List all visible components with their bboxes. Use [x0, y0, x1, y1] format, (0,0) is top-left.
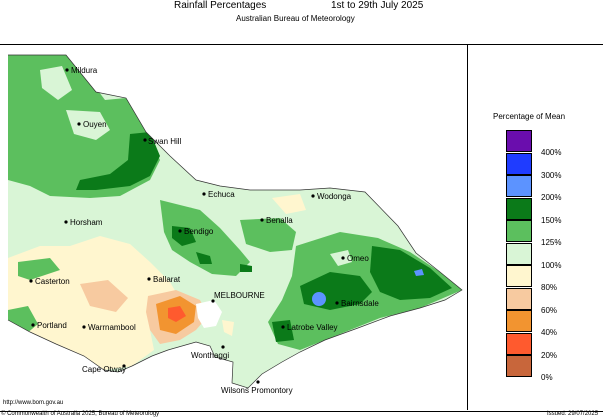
legend-swatch — [506, 175, 532, 197]
label-ballarat: Ballarat — [153, 275, 181, 284]
footer-copyright: © Commonwealth of Australia 2025, Bureau… — [1, 411, 160, 417]
legend-swatch — [506, 220, 532, 242]
legend-swatch — [506, 287, 532, 310]
label-latrobe: Latrobe Valley — [287, 323, 338, 332]
dot-wonthaggi — [221, 345, 225, 349]
map-frame — [0, 44, 603, 412]
dot-ballarat — [147, 277, 151, 281]
region-200-patch2 — [414, 269, 424, 276]
legend-label: 125% — [541, 238, 562, 247]
legend-label: 20% — [541, 350, 558, 360]
label-casterton: Casterton — [35, 277, 70, 286]
legend-swatch — [506, 265, 532, 287]
region-125-bendigo — [160, 200, 250, 276]
label-wilsonsprom: Wilsons Promontory — [221, 386, 293, 395]
legend-label: 40% — [541, 328, 558, 337]
label-ouyen: Ouyen — [83, 120, 107, 129]
label-omeo: Omeo — [347, 254, 369, 263]
region-200-patch — [312, 292, 326, 306]
legend-swatch — [506, 355, 532, 377]
state-outline — [7, 54, 463, 389]
label-melbourne: MELBOURNE — [214, 291, 265, 300]
legend-label: 60% — [541, 305, 558, 315]
region-150-eastgipps — [370, 246, 452, 300]
region-125-benalla — [240, 218, 296, 252]
footer-url[interactable]: http://www.bom.gov.au — [3, 400, 64, 406]
dot-bendigo — [178, 229, 182, 233]
dot-portland — [31, 323, 35, 327]
dot-wilsonsprom — [256, 380, 260, 384]
region-125-echuca — [180, 206, 192, 218]
label-benalla: Benalla — [266, 216, 293, 225]
legend-swatch — [506, 332, 532, 355]
label-wodonga: Wodonga — [317, 192, 352, 201]
dot-warrnambool — [82, 325, 86, 329]
label-bendigo: Bendigo — [184, 227, 214, 236]
dot-wodonga — [311, 194, 315, 198]
label-portland: Portland — [37, 321, 67, 330]
legend-label: 80% — [541, 283, 558, 292]
footer-issued: Issued: 29/07/2025 — [547, 411, 599, 417]
dot-benalla — [260, 218, 264, 222]
region-150-small2 — [240, 264, 252, 272]
dot-echuca — [202, 192, 206, 196]
dot-capeotway — [122, 364, 126, 368]
label-bairnsdale: Bairnsdale — [341, 299, 379, 308]
region-150-bendigo — [172, 226, 196, 246]
dot-latrobe — [281, 325, 285, 329]
map-title: Rainfall Percentages — [174, 0, 267, 11]
region-80-wodonga — [272, 194, 306, 214]
map-subtitle: Australian Bureau of Meteorology — [236, 14, 355, 23]
region-20-geelong — [168, 306, 186, 322]
dot-omeo — [341, 256, 345, 260]
legend-swatch — [506, 130, 532, 152]
legend-swatch — [506, 242, 532, 265]
region-100-omeo — [330, 250, 352, 266]
legend-swatch — [506, 152, 532, 175]
label-capeotway: Cape Otway — [82, 365, 126, 374]
region-80-westernport — [222, 320, 234, 336]
label-echuca: Echuca — [208, 190, 235, 199]
legend-divider — [467, 44, 468, 410]
dot-casterton — [29, 279, 33, 283]
region-100-mildura — [40, 66, 72, 100]
dot-melbourne — [211, 299, 215, 303]
region-60-warrnambool — [80, 280, 128, 312]
region-150-latrobe — [272, 320, 294, 342]
label-horsham: Horsham — [70, 218, 103, 227]
legend-swatch — [506, 310, 532, 332]
legend-label: 150% — [541, 215, 562, 225]
dot-swanhill — [143, 138, 147, 142]
dot-bairnsdale — [335, 301, 339, 305]
legend-title: Percentage of Mean — [493, 112, 566, 121]
region-150-small — [196, 252, 212, 264]
label-swanhill: Swan Hill — [148, 137, 182, 146]
dot-mildura — [65, 68, 69, 72]
region-100-ouyen — [66, 110, 110, 140]
region-150-swanhill — [76, 132, 160, 190]
port-phillip-bay — [196, 300, 222, 328]
label-warrnambool: Warrnambool — [88, 323, 136, 332]
legend-label: 200% — [541, 193, 562, 202]
map-period: 1st to 29th July 2025 — [331, 0, 424, 11]
label-mildura: Mildura — [71, 66, 98, 75]
region-125-casterton — [18, 258, 60, 280]
legend-label: 0% — [541, 373, 553, 382]
legend-label: 100% — [541, 260, 562, 270]
label-wonthaggi: Wonthaggi — [191, 351, 229, 360]
dot-ouyen — [77, 122, 81, 126]
place-dots — [29, 68, 345, 384]
legend-swatch — [506, 197, 532, 220]
dot-horsham — [64, 220, 68, 224]
legend-label: 300% — [541, 170, 562, 180]
legend-label: 400% — [541, 148, 562, 157]
